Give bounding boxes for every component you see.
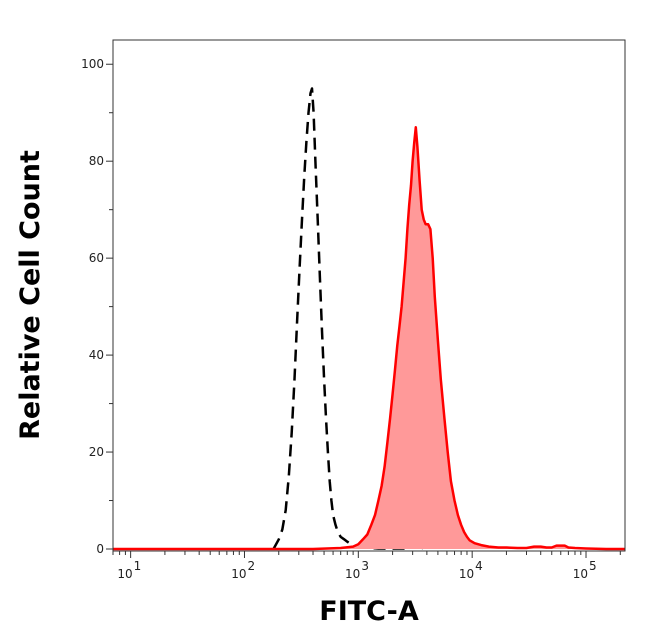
y-tick-label: 0 (96, 542, 104, 556)
x-tick-label-exponent: 5 (589, 559, 597, 573)
y-axis-title: Relative Cell Count (15, 150, 46, 440)
x-tick-label-exponent: 1 (134, 559, 142, 573)
y-tick-label: 20 (89, 445, 104, 459)
plot-frame (112, 39, 626, 552)
x-tick-label: 10 (345, 567, 360, 581)
x-tick-label-exponent: 3 (361, 559, 369, 573)
series-area-fill (113, 127, 625, 550)
series-layer (113, 87, 625, 551)
x-tick-label-exponent: 4 (475, 559, 483, 573)
x-axis-title: FITC-A (319, 596, 419, 627)
y-tick-label: 100 (81, 57, 104, 71)
series-line-dashed (272, 87, 430, 551)
x-tick-label: 10 (117, 567, 132, 581)
x-tick-label: 10 (573, 567, 588, 581)
x-tick-label-exponent: 2 (247, 559, 255, 573)
y-tick-label: 60 (89, 251, 104, 265)
y-tick-label: 40 (89, 348, 104, 362)
series-line-filled (113, 126, 625, 551)
x-tick-label: 10 (231, 567, 246, 581)
x-tick-label: 10 (459, 567, 474, 581)
y-tick-label: 80 (89, 154, 104, 168)
